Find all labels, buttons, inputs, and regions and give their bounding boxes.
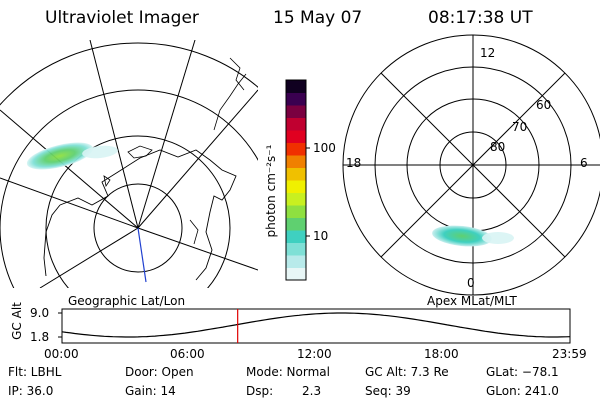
geo-panel-label: Geographic Lat/Lon bbox=[68, 294, 186, 308]
altitude-plot-frame bbox=[61, 308, 571, 344]
geo-meridian bbox=[39, 227, 139, 288]
door-readout: Door: Open bbox=[125, 365, 194, 379]
xtick-0000: 00:00 bbox=[44, 347, 79, 361]
mlat-label-60: 60 bbox=[536, 98, 552, 112]
mlt-diagonal bbox=[380, 72, 566, 258]
time-label: 08:17:38 UT bbox=[428, 8, 533, 28]
xtick-1800: 18:00 bbox=[424, 347, 459, 361]
altitude-ylabel: GC Alt bbox=[10, 302, 24, 340]
geo-meridian bbox=[137, 227, 258, 271]
colorbar-segment bbox=[286, 130, 306, 143]
colorbar-segment bbox=[286, 117, 306, 131]
colorbar-segment bbox=[286, 192, 306, 206]
colorbar-segment bbox=[286, 167, 306, 181]
colorbar-tick-10: 10 bbox=[313, 229, 329, 243]
geo-meridian bbox=[0, 177, 139, 229]
colorbar-segment bbox=[286, 205, 306, 218]
mlt-label-0: 0 bbox=[467, 276, 475, 290]
altitude-ytick-1.8: 1.8 bbox=[30, 330, 50, 344]
colorbar-segment bbox=[286, 242, 306, 256]
mlt-label-18: 18 bbox=[346, 156, 362, 170]
dsp-label: Dsp: bbox=[246, 384, 274, 398]
geo-meridian bbox=[0, 109, 139, 229]
glat-readout: GLat: −78.1 bbox=[486, 365, 559, 379]
seq-readout: Seq: 39 bbox=[365, 384, 411, 398]
coastline bbox=[59, 149, 237, 281]
colorbar-segment bbox=[286, 92, 306, 106]
coastline bbox=[189, 219, 199, 245]
geo-lat-circle-mid bbox=[45, 135, 231, 288]
mag-panel-label: Apex MLat/MLT bbox=[427, 294, 517, 308]
mlat-label-70: 70 bbox=[512, 120, 528, 134]
gc-alt-readout: GC Alt: 7.3 Re bbox=[365, 365, 449, 379]
altitude-ytick-9: 9.0 bbox=[30, 306, 50, 320]
dsp-value: 2.3 bbox=[302, 384, 322, 398]
island-outline bbox=[103, 175, 111, 188]
colorbar-segment bbox=[286, 230, 306, 243]
colorbar-segment bbox=[286, 217, 306, 231]
colorbar-segment bbox=[286, 105, 306, 118]
noon-meridian-line bbox=[137, 227, 147, 283]
mlat-label-80: 80 bbox=[490, 140, 506, 154]
aurora-emission-mag bbox=[432, 225, 514, 247]
coastline-north bbox=[213, 73, 247, 131]
colorbar-segment bbox=[286, 267, 306, 281]
geo-lat-circle-edge bbox=[0, 42, 258, 106]
geo-meridian bbox=[137, 89, 258, 229]
date-label: 15 May 07 bbox=[273, 8, 363, 28]
coastline bbox=[43, 204, 61, 277]
gain-readout: Gain: 14 bbox=[125, 384, 176, 398]
aurora-emission-geo bbox=[26, 142, 118, 170]
geo-lat-circle-outer bbox=[0, 89, 258, 288]
ip-readout: IP: 36.0 bbox=[8, 384, 54, 398]
geo-lat-circle-inner bbox=[93, 183, 183, 273]
mlt-label-6: 6 bbox=[580, 156, 588, 170]
colorbar-segment bbox=[286, 142, 306, 156]
glon-readout: GLon: 241.0 bbox=[486, 384, 559, 398]
xtick-0600: 06:00 bbox=[170, 347, 205, 361]
xtick-1200: 12:00 bbox=[297, 347, 332, 361]
geo-meridian bbox=[89, 40, 139, 229]
colorbar-segment bbox=[286, 255, 306, 268]
colorbar-segment bbox=[286, 80, 306, 93]
xtick-2359: 23:59 bbox=[552, 347, 587, 361]
island-outline bbox=[127, 145, 153, 159]
colorbar-segment bbox=[286, 155, 306, 168]
geo-meridian bbox=[137, 40, 196, 229]
mode-readout: Mode: Normal bbox=[246, 365, 330, 379]
coastline-north bbox=[229, 57, 245, 91]
filter-readout: Flt: LBHL bbox=[8, 365, 62, 379]
colorbar-tick-100: 100 bbox=[313, 141, 336, 155]
colorbar-segment bbox=[286, 180, 306, 193]
mlt-label-12: 12 bbox=[480, 46, 496, 60]
altitude-curve bbox=[61, 312, 571, 338]
instrument-title: Ultraviolet Imager bbox=[45, 8, 199, 28]
